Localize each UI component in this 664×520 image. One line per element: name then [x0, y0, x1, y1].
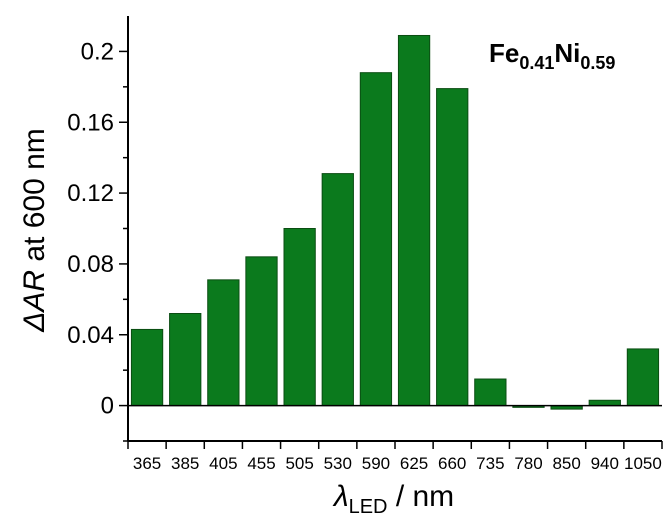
x-tick-label-385: 385	[171, 454, 199, 473]
x-tick-label-505: 505	[285, 454, 313, 473]
annotation-element-1: Fe	[489, 38, 519, 68]
y-tick-labels: 0 0.04 0.08 0.12 0.16 0.2	[67, 38, 114, 419]
x-tick-label-735: 735	[476, 454, 504, 473]
bar-1050	[626, 348, 660, 407]
bar-385	[169, 313, 202, 407]
x-tick-label-625: 625	[400, 454, 428, 473]
x-tick-label-405: 405	[209, 454, 237, 473]
bar-735	[474, 378, 507, 407]
x-tick-label-590: 590	[362, 454, 390, 473]
x-tick-label-530: 530	[324, 454, 352, 473]
y-tick-label-0: 0	[101, 393, 114, 420]
y-axis-label-delta: Δ	[18, 312, 51, 333]
bar-530	[321, 173, 354, 407]
x-tick-label-1050: 1050	[624, 454, 662, 473]
y-axis-label-var: AR	[18, 270, 51, 314]
y-axis-label: ΔAR at 600 nm	[18, 128, 51, 333]
bar-625	[397, 34, 431, 407]
y-axis-label-rest: at 600 nm	[18, 128, 51, 270]
x-tick-label-940: 940	[591, 454, 619, 473]
x-tick-label-660: 660	[438, 454, 466, 473]
x-tick-label-780: 780	[514, 454, 542, 473]
bars-group	[130, 34, 660, 410]
x-tick-label-365: 365	[133, 454, 161, 473]
annotation-element-2: Ni	[554, 38, 580, 68]
bar-455	[245, 256, 278, 407]
x-tick-label-850: 850	[552, 454, 580, 473]
x-axis-label-sub: LED	[349, 496, 388, 518]
x-axis-label: λLED / nm	[332, 480, 454, 518]
y-tick-label-0.16: 0.16	[67, 109, 114, 136]
composition-annotation: Fe0.41Ni0.59	[489, 38, 615, 73]
bar-590	[359, 72, 393, 407]
annotation-subscript-1: 0.41	[519, 53, 554, 73]
x-axis-label-lambda: λ	[332, 480, 349, 513]
x-tick-labels: 365 385 405 455 505 530 590 625 660 735 780 850 940 1…	[133, 454, 662, 473]
bar-405	[207, 279, 240, 407]
x-axis-label-rest: / nm	[387, 480, 454, 513]
y-tick-label-0.04: 0.04	[67, 322, 114, 349]
bar-505	[283, 228, 316, 407]
bar-940	[588, 399, 621, 407]
bar-365	[130, 328, 164, 407]
x-tick-label-455: 455	[247, 454, 275, 473]
bar-660	[436, 88, 469, 407]
y-tick-label-0.12: 0.12	[67, 180, 114, 207]
axes-group	[119, 16, 663, 449]
y-tick-label-0.08: 0.08	[67, 251, 114, 278]
annotation-subscript-2: 0.59	[580, 53, 615, 73]
y-tick-label-0.2: 0.2	[81, 38, 114, 65]
